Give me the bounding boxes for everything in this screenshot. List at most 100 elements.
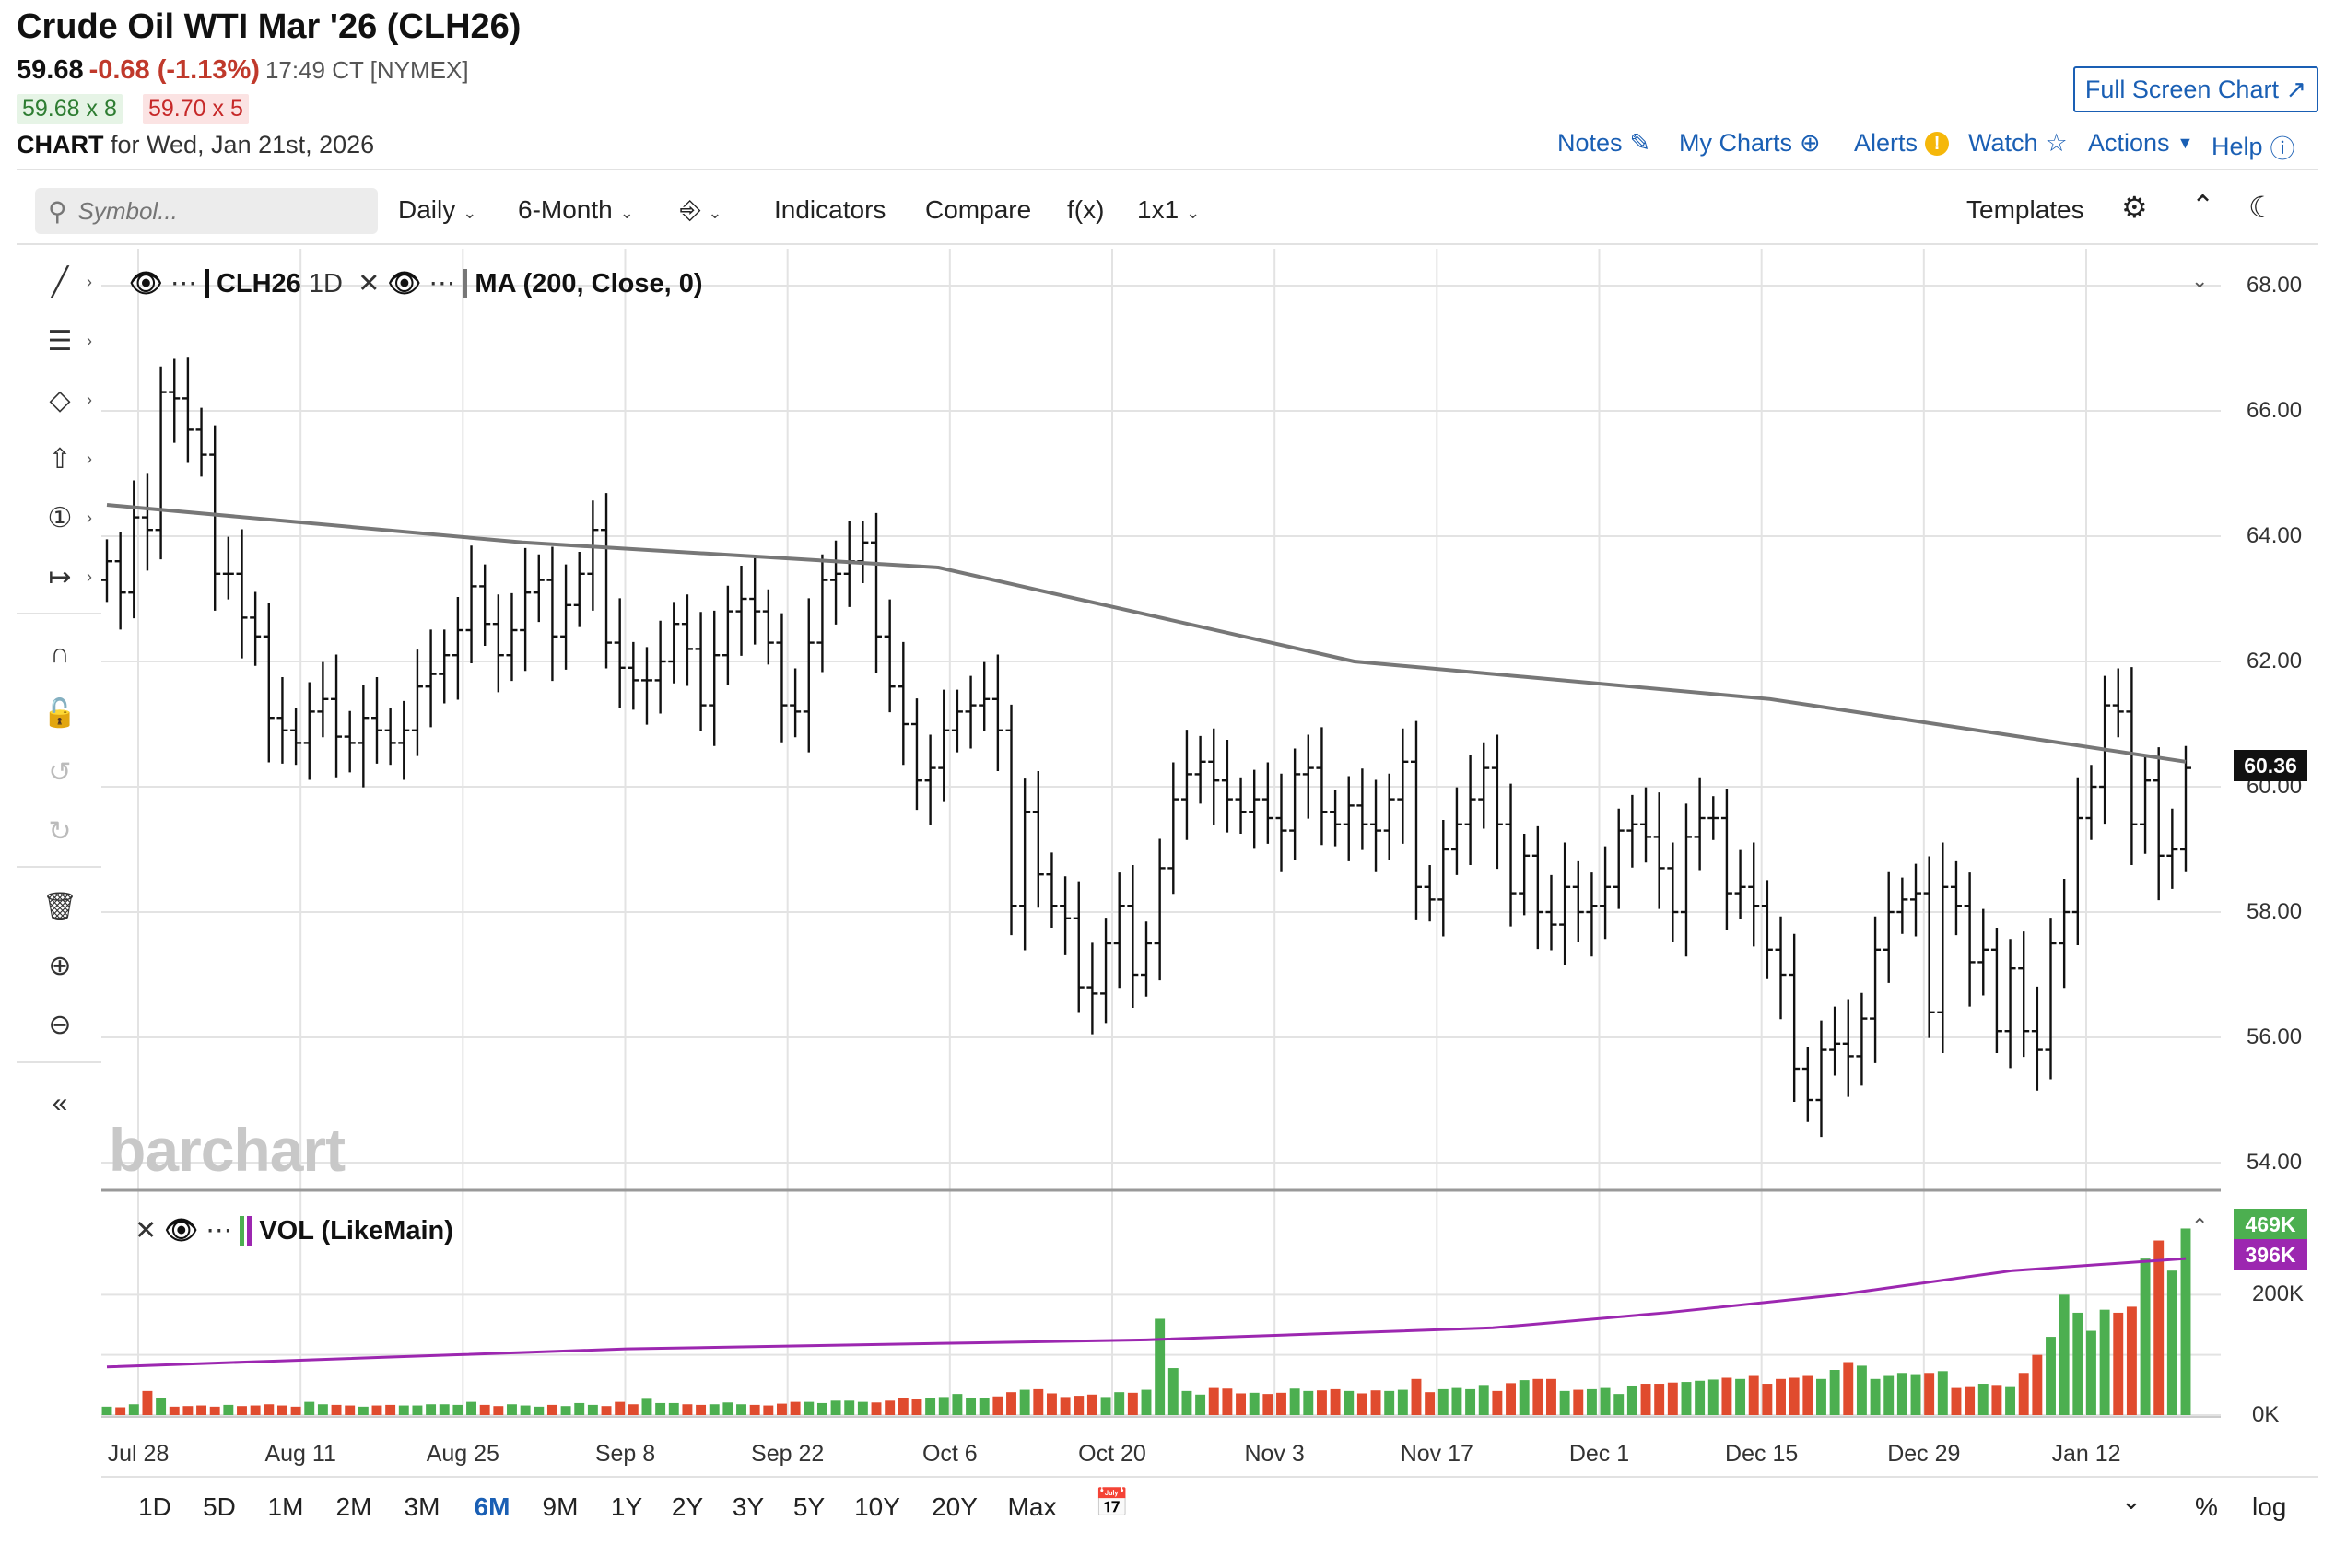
- trendline-tool-icon[interactable]: ╱: [51, 266, 69, 298]
- indicators-button[interactable]: Indicators: [774, 195, 886, 224]
- gear-icon[interactable]: ⚙: [2121, 191, 2148, 224]
- chart-for-date: for Wed, Jan 21st, 2026: [111, 131, 375, 158]
- trash-icon[interactable]: 🗑: [41, 891, 78, 922]
- eye-icon[interactable]: 👁: [129, 269, 163, 298]
- watch-link[interactable]: Watch ☆: [1968, 129, 2068, 158]
- range-5y[interactable]: 5Y: [792, 1492, 826, 1521]
- volume-bar: [452, 1404, 463, 1415]
- range-2m[interactable]: 2M: [335, 1492, 372, 1521]
- ohlc-bar: [1370, 779, 1382, 872]
- ohlc-bar: [209, 425, 221, 611]
- my-charts-link[interactable]: My Charts ⊕: [1679, 129, 1821, 158]
- arrow-tool-icon[interactable]: ⇧: [48, 443, 72, 474]
- fx-button[interactable]: f(x): [1067, 195, 1105, 224]
- ohlc-bar: [2180, 745, 2191, 872]
- templates-button[interactable]: Templates: [1966, 195, 2084, 224]
- ohlc-bar: [871, 512, 883, 673]
- zoom-in-icon[interactable]: ⊕: [48, 950, 72, 981]
- ohlc-bar: [2045, 918, 2057, 1080]
- percent-toggle[interactable]: %: [2195, 1492, 2218, 1521]
- zoom-out-icon[interactable]: ⊖: [48, 1009, 72, 1040]
- chevron-up-icon[interactable]: ⌃: [2191, 1214, 2209, 1237]
- range-max[interactable]: Max: [1007, 1492, 1057, 1521]
- caret-down-icon: ▼: [2177, 134, 2194, 152]
- chevron-down-icon[interactable]: ⌄: [2191, 269, 2209, 292]
- range-20y[interactable]: 20Y: [932, 1492, 978, 1521]
- ohlc-bar: [709, 610, 721, 746]
- more-dots-icon[interactable]: ⋯: [428, 269, 456, 298]
- period-dropdown[interactable]: 6-Month ⌄: [518, 195, 634, 225]
- log-toggle[interactable]: log: [2252, 1492, 2287, 1521]
- range-3y[interactable]: 3Y: [732, 1492, 765, 1521]
- ohlc-bar: [1356, 768, 1368, 850]
- more-dots-icon[interactable]: ⋯: [205, 1216, 233, 1246]
- actions-menu[interactable]: Actions ▼: [2088, 129, 2193, 158]
- interval-dropdown[interactable]: Daily ⌄: [398, 195, 476, 225]
- redo-icon[interactable]: ↻: [48, 815, 72, 847]
- range-2y[interactable]: 2Y: [671, 1492, 704, 1521]
- range-9m[interactable]: 9M: [542, 1492, 579, 1521]
- volume-bar: [2018, 1373, 2029, 1415]
- chart-date: CHART for Wed, Jan 21st, 2026: [17, 131, 374, 159]
- help-link[interactable]: Help ⓘ: [2212, 129, 2295, 165]
- toolbar-divider: [17, 243, 2318, 245]
- chevron-right-icon[interactable]: ›: [87, 450, 92, 468]
- shape-tool-icon[interactable]: ◇: [49, 384, 71, 415]
- notes-link[interactable]: Notes ✎: [1557, 129, 1650, 158]
- volume-bar: [2059, 1294, 2070, 1415]
- ohlc-bar: [1694, 777, 1706, 871]
- collapse-left-icon[interactable]: «: [52, 1088, 68, 1118]
- eye-icon[interactable]: 👁: [387, 269, 422, 298]
- time-tick-label: Jul 28: [107, 1441, 170, 1467]
- bar-type-dropdown[interactable]: ⎆ ⌄: [680, 195, 722, 226]
- range-3m[interactable]: 3M: [404, 1492, 440, 1521]
- magnet-icon[interactable]: ∩: [50, 638, 70, 669]
- unlock-icon[interactable]: 🔓: [42, 697, 77, 729]
- chevron-right-icon[interactable]: ›: [87, 568, 92, 586]
- ohlc-bar: [1275, 773, 1287, 872]
- more-dots-icon[interactable]: ⋯: [170, 269, 197, 298]
- ohlc-bar: [1410, 720, 1422, 920]
- measure-tool-icon[interactable]: ↦: [48, 561, 72, 592]
- undo-icon[interactable]: ↺: [48, 756, 72, 788]
- volume-bar: [237, 1406, 247, 1415]
- alerts-link[interactable]: Alerts!: [1854, 129, 1950, 158]
- range-10y[interactable]: 10Y: [854, 1492, 900, 1521]
- time-tick-label: Sep 22: [751, 1441, 825, 1467]
- chevron-right-icon[interactable]: ›: [87, 332, 92, 350]
- symbol-search[interactable]: ⚲: [35, 188, 378, 234]
- full-screen-chart-button[interactable]: Full Screen Chart ↗: [2073, 66, 2318, 112]
- layout-dropdown[interactable]: 1x1 ⌄: [1137, 195, 1200, 225]
- chevron-right-icon[interactable]: ›: [87, 391, 92, 409]
- time-tick-label: Jan 12: [2051, 1441, 2121, 1467]
- range-5d[interactable]: 5D: [203, 1492, 236, 1521]
- range-1d[interactable]: 1D: [138, 1492, 171, 1521]
- close-icon[interactable]: ✕: [358, 269, 381, 298]
- ohlc-bar: [1343, 776, 1355, 861]
- ohlc-bar: [303, 682, 315, 780]
- compare-button[interactable]: Compare: [925, 195, 1032, 224]
- volume-bar: [1100, 1397, 1111, 1415]
- close-icon[interactable]: ✕: [135, 1216, 158, 1246]
- range-1y[interactable]: 1Y: [610, 1492, 643, 1521]
- ohlc-bar: [722, 585, 733, 685]
- collapse-up-icon[interactable]: ⌃: [2191, 191, 2215, 221]
- range-6m[interactable]: 6M: [474, 1492, 510, 1521]
- annotation-tool-icon[interactable]: ①: [47, 502, 73, 533]
- dark-mode-moon-icon[interactable]: ☾: [2248, 191, 2275, 224]
- ohlc-bar: [668, 602, 680, 684]
- calendar-icon[interactable]: 📅: [1095, 1488, 1130, 1518]
- range-1m[interactable]: 1M: [267, 1492, 304, 1521]
- chevron-right-icon[interactable]: ›: [87, 509, 92, 527]
- ohlc-bar: [2004, 939, 2016, 1069]
- search-input[interactable]: [76, 195, 357, 227]
- ohlc-bar: [1720, 789, 1732, 930]
- chevron-right-icon[interactable]: ›: [87, 273, 92, 291]
- plus-circle-icon: ⊕: [1800, 129, 1821, 157]
- volume-bar: [2072, 1312, 2083, 1415]
- eye-icon[interactable]: 👁: [164, 1216, 199, 1246]
- double-chevron-down-icon[interactable]: ⌄: [2121, 1487, 2141, 1515]
- volume-bar: [1951, 1387, 1962, 1415]
- fib-tool-icon[interactable]: ☰: [47, 325, 73, 357]
